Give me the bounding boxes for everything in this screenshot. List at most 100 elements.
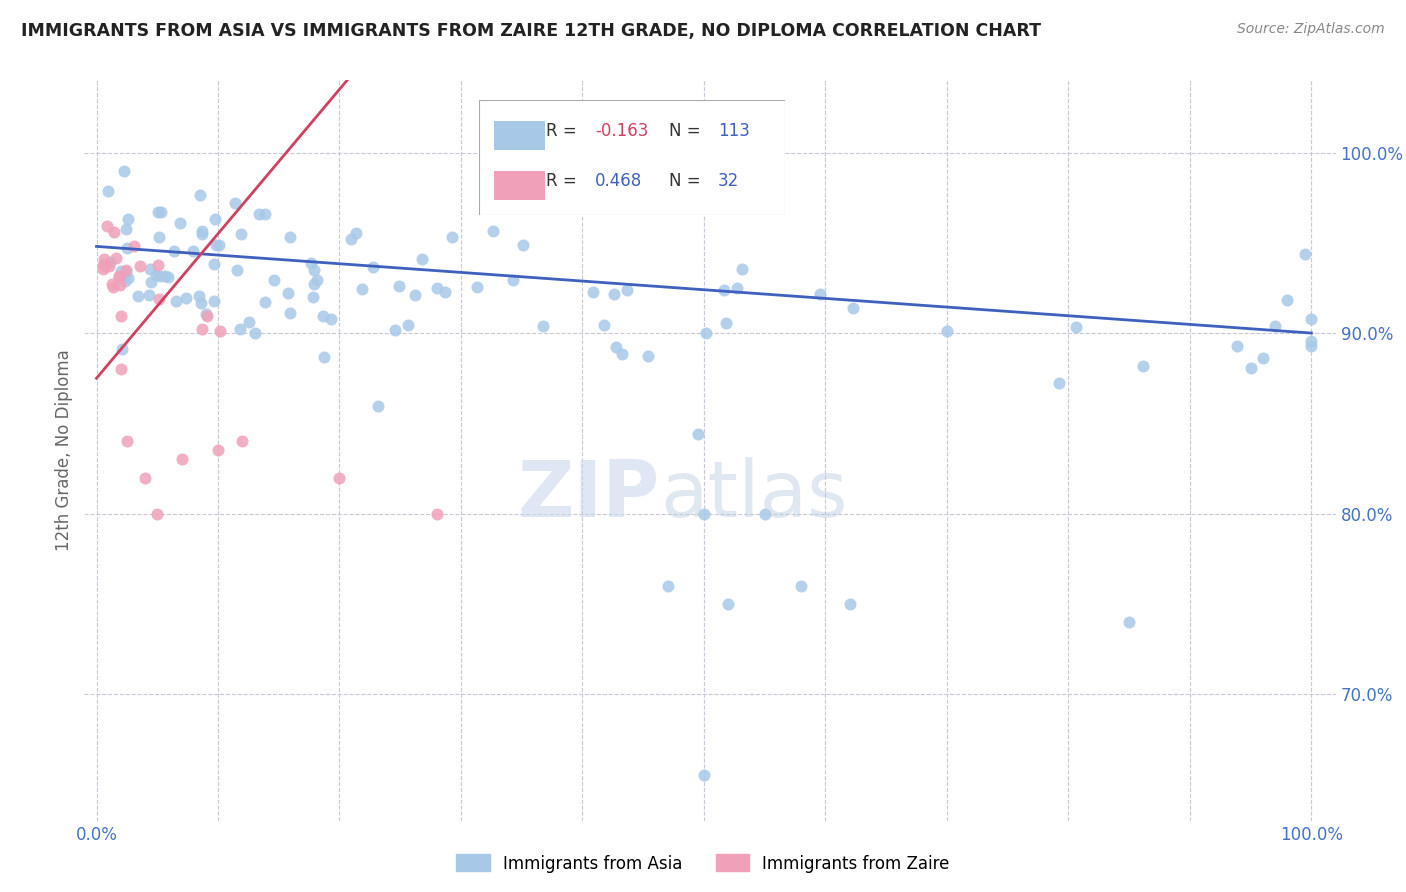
Point bbox=[108, 270, 131, 285]
Point bbox=[101, 277, 124, 292]
Point bbox=[312, 310, 335, 324]
Point bbox=[191, 227, 214, 242]
Point bbox=[191, 224, 214, 238]
Point bbox=[148, 292, 170, 306]
Point bbox=[302, 262, 325, 277]
Point bbox=[163, 244, 186, 258]
Point bbox=[616, 283, 638, 297]
Point bbox=[124, 239, 146, 253]
Text: IMMIGRANTS FROM ASIA VS IMMIGRANTS FROM ZAIRE 12TH GRADE, NO DIPLOMA CORRELATION: IMMIGRANTS FROM ASIA VS IMMIGRANTS FROM … bbox=[21, 22, 1040, 40]
Point bbox=[305, 273, 328, 287]
Point bbox=[148, 229, 170, 244]
Point bbox=[1251, 351, 1274, 365]
Legend: Immigrants from Asia, Immigrants from Zaire: Immigrants from Asia, Immigrants from Za… bbox=[450, 847, 956, 880]
Point bbox=[153, 268, 176, 283]
Point bbox=[350, 282, 373, 296]
Point bbox=[731, 262, 754, 277]
Point bbox=[713, 283, 735, 297]
Point bbox=[149, 269, 172, 284]
Point bbox=[231, 434, 253, 449]
Point bbox=[108, 268, 131, 283]
Point bbox=[195, 307, 218, 321]
Point bbox=[229, 322, 252, 336]
Point bbox=[433, 285, 456, 299]
Point bbox=[110, 277, 132, 292]
Point bbox=[693, 507, 716, 521]
Point bbox=[1226, 338, 1249, 352]
Y-axis label: 12th Grade, No Diploma: 12th Grade, No Diploma bbox=[55, 350, 73, 551]
Point bbox=[482, 224, 505, 238]
Point bbox=[243, 326, 266, 340]
Point bbox=[426, 281, 449, 295]
Point bbox=[693, 768, 716, 782]
Point bbox=[328, 470, 350, 484]
Point bbox=[202, 293, 225, 308]
Point bbox=[129, 259, 152, 273]
Point bbox=[842, 301, 865, 315]
Point bbox=[1240, 361, 1263, 376]
Point bbox=[717, 597, 740, 611]
Text: atlas: atlas bbox=[659, 457, 848, 533]
Point bbox=[115, 265, 138, 279]
Point bbox=[367, 399, 389, 413]
Point bbox=[97, 184, 120, 198]
Point bbox=[592, 318, 614, 332]
Point bbox=[249, 207, 271, 221]
Point bbox=[103, 225, 125, 239]
Point bbox=[165, 293, 187, 308]
Point bbox=[115, 241, 138, 255]
Point bbox=[208, 324, 231, 338]
Point bbox=[603, 287, 626, 301]
Point bbox=[695, 326, 717, 341]
Point bbox=[138, 288, 160, 302]
Point bbox=[115, 434, 138, 449]
Point bbox=[1264, 319, 1286, 334]
Point bbox=[754, 507, 776, 521]
Point bbox=[97, 259, 120, 273]
Point bbox=[115, 262, 138, 277]
Point bbox=[686, 426, 709, 441]
Point bbox=[319, 312, 342, 326]
Point bbox=[181, 244, 204, 259]
Point bbox=[253, 206, 276, 220]
Point bbox=[145, 268, 167, 283]
Point bbox=[93, 252, 115, 267]
Point bbox=[278, 230, 301, 244]
Point bbox=[637, 349, 659, 363]
Point bbox=[411, 252, 433, 266]
Point bbox=[204, 212, 226, 227]
Point bbox=[838, 597, 860, 611]
Point bbox=[114, 274, 136, 288]
Point bbox=[531, 318, 554, 333]
Point bbox=[224, 196, 246, 211]
Point bbox=[188, 289, 211, 303]
Point bbox=[302, 277, 325, 292]
Point bbox=[238, 315, 260, 329]
Point bbox=[1301, 311, 1323, 326]
Point bbox=[117, 270, 139, 285]
Point bbox=[277, 286, 299, 301]
Point bbox=[725, 280, 748, 294]
Point bbox=[657, 579, 679, 593]
Point bbox=[512, 237, 534, 252]
Point bbox=[127, 289, 149, 303]
Point bbox=[195, 309, 218, 323]
Point bbox=[208, 237, 231, 252]
Point bbox=[263, 273, 285, 287]
Point bbox=[139, 262, 162, 277]
Point bbox=[502, 273, 524, 287]
Point bbox=[790, 579, 813, 593]
Point bbox=[612, 346, 634, 360]
Point bbox=[207, 443, 229, 458]
Point bbox=[1118, 615, 1140, 629]
Point bbox=[117, 211, 139, 226]
Point bbox=[149, 205, 172, 219]
Point bbox=[190, 322, 212, 336]
Point bbox=[344, 226, 367, 240]
Point bbox=[188, 187, 211, 202]
Point bbox=[388, 279, 411, 293]
Point bbox=[361, 260, 384, 274]
Point bbox=[141, 275, 163, 289]
Point bbox=[280, 306, 302, 320]
Point bbox=[112, 163, 135, 178]
